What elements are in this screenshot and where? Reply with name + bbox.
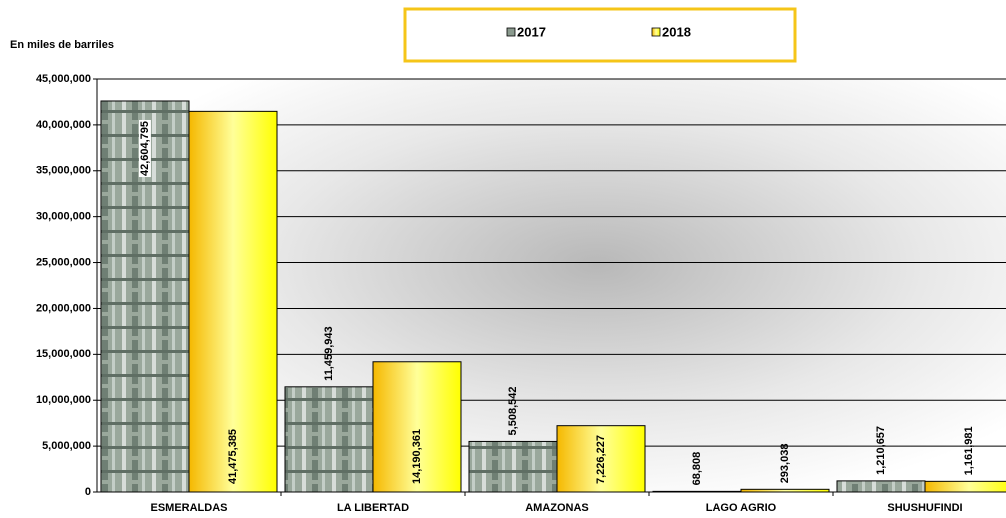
x-tick-label: LA LIBERTAD: [337, 502, 409, 514]
data-label: 293,038: [779, 444, 791, 484]
legend-label: 2017: [517, 24, 546, 39]
data-label: 7,226,227: [595, 435, 607, 484]
data-label: 5,508,542: [507, 387, 519, 436]
data-label-bg: [138, 119, 151, 178]
bar: [188, 110, 278, 493]
y-tick-label: 10,000,000: [36, 394, 91, 406]
y-tick-label: 40,000,000: [36, 119, 91, 131]
y-tick-label: 15,000,000: [36, 348, 91, 360]
y-tick-label: 30,000,000: [36, 211, 91, 223]
x-tick-label: LAGO AGRIO: [706, 502, 777, 514]
y-axis-label: En miles de barriles: [10, 39, 114, 51]
x-tick-label: AMAZONAS: [525, 502, 589, 514]
legend-swatch: [651, 27, 661, 37]
legend: [403, 7, 797, 63]
bar: [740, 488, 830, 493]
x-tick-label: ESMERALDAS: [150, 502, 227, 514]
y-tick-label: 0: [85, 486, 91, 498]
bar: [468, 440, 558, 493]
bar: [652, 490, 742, 493]
data-label: 68,808: [691, 452, 703, 486]
bar: [372, 361, 462, 493]
legend-swatch: [506, 27, 516, 37]
legend-label: 2018: [662, 24, 691, 39]
data-label: 1,161,981: [963, 426, 975, 475]
y-tick-label: 25,000,000: [36, 256, 91, 268]
bar: [836, 480, 926, 493]
y-tick-label: 45,000,000: [36, 73, 91, 85]
data-label: 14,190,361: [411, 429, 423, 484]
bar: [284, 386, 374, 493]
y-tick-label: 35,000,000: [36, 165, 91, 177]
data-label: 41,475,385: [227, 429, 239, 484]
bar: [556, 425, 646, 493]
data-label: 42,604,795: [139, 121, 151, 176]
y-tick-label: 5,000,000: [42, 440, 91, 452]
data-label: 11,459,943: [323, 326, 335, 380]
data-label: 1,210,657: [875, 426, 887, 475]
bar: [924, 480, 1006, 493]
x-tick-label: SHUSHUFINDI: [887, 502, 962, 514]
y-tick-label: 20,000,000: [36, 302, 91, 314]
